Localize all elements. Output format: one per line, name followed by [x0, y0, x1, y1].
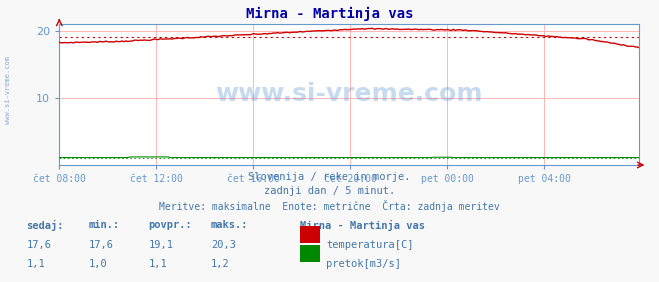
Text: Mirna - Martinja vas: Mirna - Martinja vas — [246, 7, 413, 21]
Text: Mirna - Martinja vas: Mirna - Martinja vas — [300, 220, 425, 231]
Text: 1,2: 1,2 — [211, 259, 229, 269]
Text: 1,0: 1,0 — [89, 259, 107, 269]
Text: temperatura[C]: temperatura[C] — [326, 240, 414, 250]
Text: zadnji dan / 5 minut.: zadnji dan / 5 minut. — [264, 186, 395, 196]
Text: 1,1: 1,1 — [148, 259, 167, 269]
Text: 19,1: 19,1 — [148, 240, 173, 250]
Text: Slovenija / reke in morje.: Slovenija / reke in morje. — [248, 172, 411, 182]
Text: 1,1: 1,1 — [26, 259, 45, 269]
Text: 20,3: 20,3 — [211, 240, 236, 250]
Text: maks.:: maks.: — [211, 220, 248, 230]
Text: 17,6: 17,6 — [89, 240, 114, 250]
Text: sedaj:: sedaj: — [26, 220, 64, 231]
Text: www.si-vreme.com: www.si-vreme.com — [215, 82, 483, 107]
Text: povpr.:: povpr.: — [148, 220, 192, 230]
Text: min.:: min.: — [89, 220, 120, 230]
Text: 17,6: 17,6 — [26, 240, 51, 250]
Text: pretok[m3/s]: pretok[m3/s] — [326, 259, 401, 269]
Text: www.si-vreme.com: www.si-vreme.com — [5, 56, 11, 124]
Text: Meritve: maksimalne  Enote: metrične  Črta: zadnja meritev: Meritve: maksimalne Enote: metrične Črta… — [159, 200, 500, 212]
